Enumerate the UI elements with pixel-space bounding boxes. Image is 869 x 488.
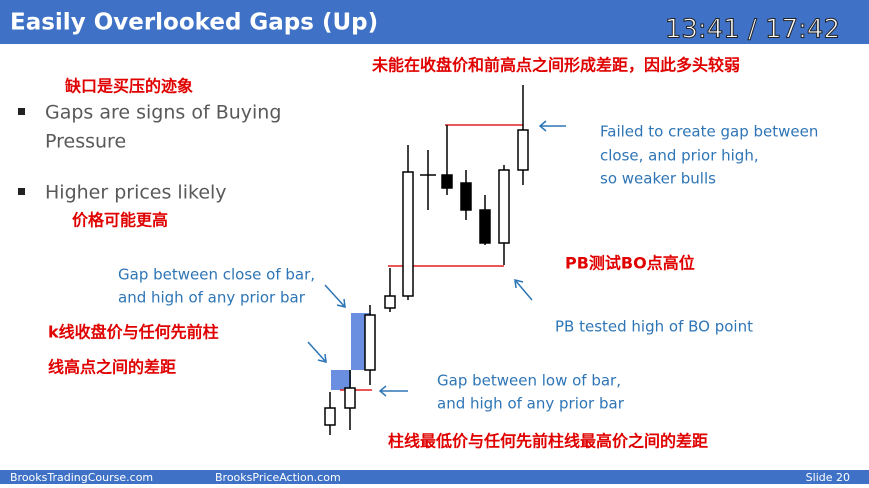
slide-number: Slide 20 xyxy=(806,471,850,484)
bullet-text: Higher prices likely xyxy=(45,182,227,204)
annotation: PB tested high of BO point xyxy=(555,318,753,336)
header-bar xyxy=(0,0,869,44)
translation: 柱线最低价与任何先前柱线最高价之间的差距 xyxy=(388,432,708,451)
annotation: Gap between close of bar, xyxy=(118,266,315,284)
arrows xyxy=(307,120,566,397)
footer-link: BrooksPriceAction.com xyxy=(215,471,341,484)
footer-bar xyxy=(0,470,869,484)
candlestick-drawing xyxy=(324,85,529,435)
slide-title: Easily Overlooked Gaps (Up) xyxy=(10,10,378,36)
bullet-marker xyxy=(18,108,25,115)
footer-link: BrooksTradingCourse.com xyxy=(10,471,153,484)
annotation: Failed to create gap between xyxy=(600,123,818,141)
translation: 价格可能更高 xyxy=(72,211,168,230)
translation: 线高点之间的差距 xyxy=(48,358,176,377)
annotation: and high of any prior bar xyxy=(437,395,625,413)
timer: 13:41 / 17:42 xyxy=(665,15,840,45)
translation: PB测试BO点高位 xyxy=(565,254,695,273)
annotation: close, and prior high, xyxy=(600,147,759,165)
translation: 缺口是买压的迹象 xyxy=(65,77,193,96)
annotation: Gap between low of bar, xyxy=(437,372,621,390)
annotation: so weaker bulls xyxy=(600,170,716,188)
translation: 未能在收盘价和前高点之间形成差距，因此多头较弱 xyxy=(371,56,740,75)
bullet-text: Pressure xyxy=(45,131,126,153)
translation: k线收盘价与任何先前柱 xyxy=(48,323,219,342)
bullet-marker xyxy=(18,188,25,195)
bullet-text: Gaps are signs of Buying xyxy=(45,102,281,124)
annotation: and high of any prior bar xyxy=(118,289,306,307)
